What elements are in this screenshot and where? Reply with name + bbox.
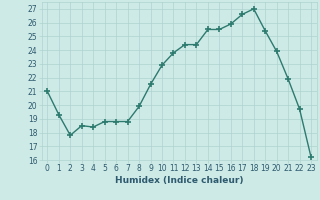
X-axis label: Humidex (Indice chaleur): Humidex (Indice chaleur) xyxy=(115,176,244,185)
